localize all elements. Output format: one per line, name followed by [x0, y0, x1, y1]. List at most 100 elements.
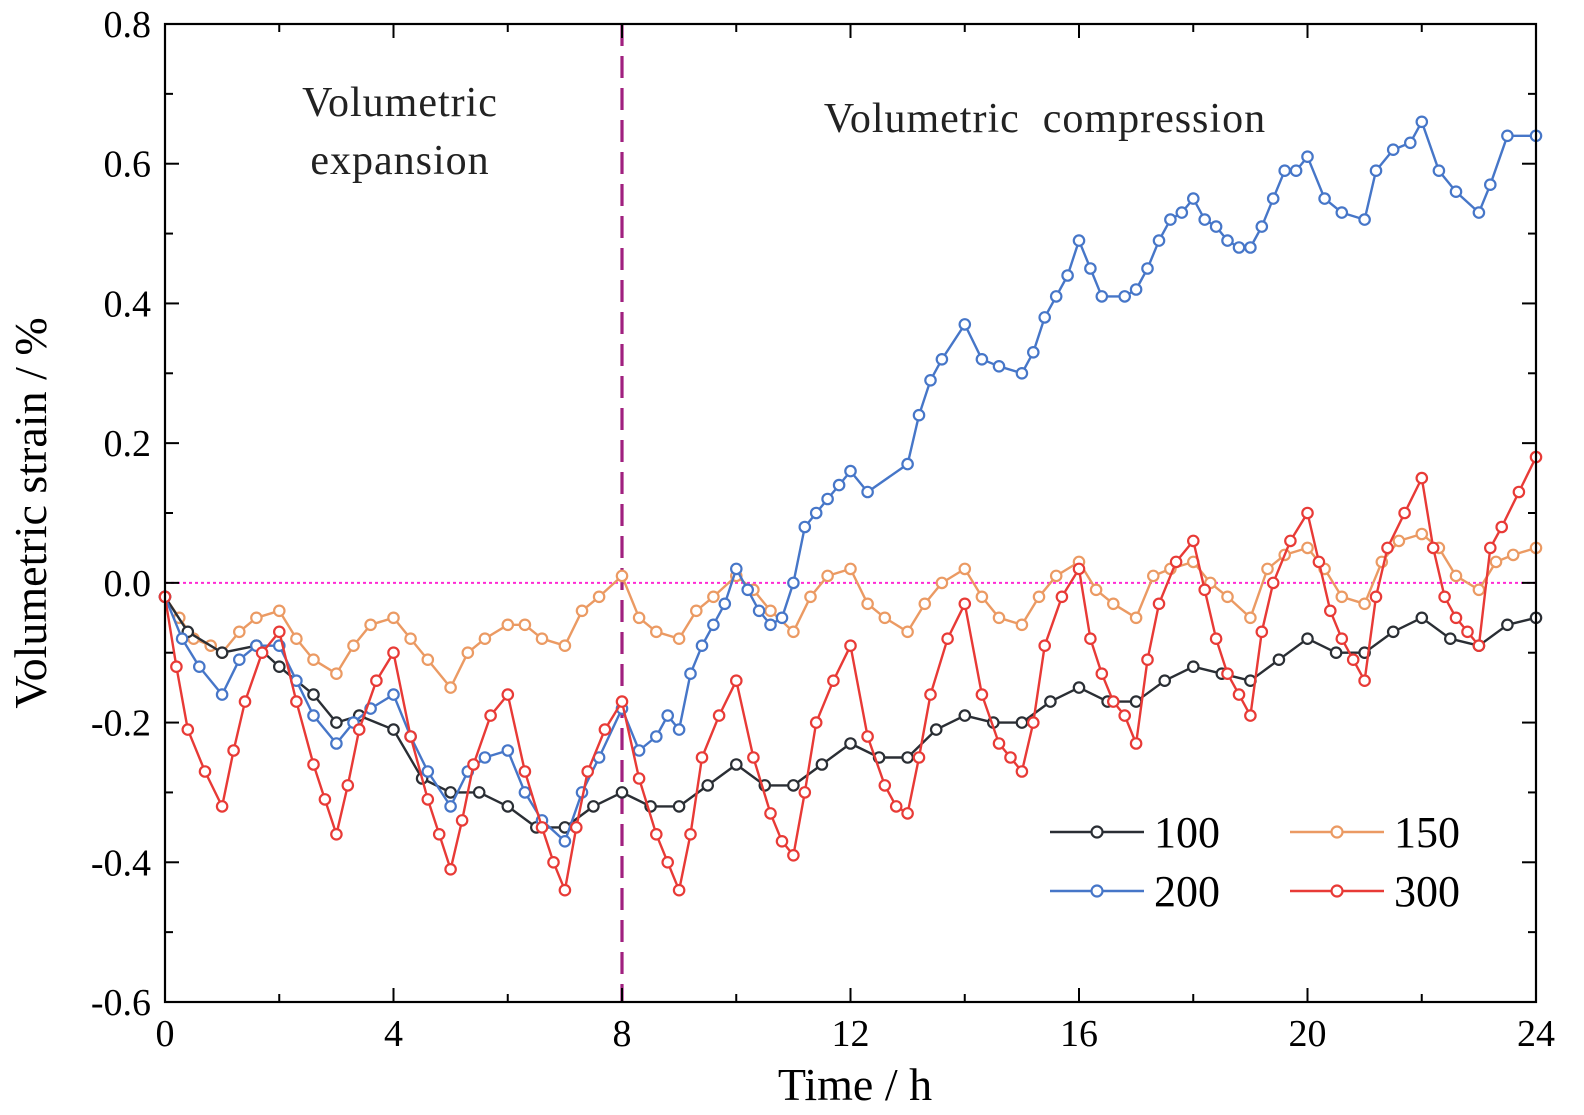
legend-swatch-marker: [1330, 884, 1344, 898]
data-point-200: [718, 597, 732, 611]
data-point-300: [1381, 541, 1394, 555]
data-point-200: [861, 485, 874, 499]
data-point-100: [901, 751, 914, 764]
legend-label-100: 100: [1154, 808, 1220, 857]
x-tick-label: 0: [156, 1013, 175, 1055]
data-point-200: [215, 688, 229, 701]
data-point-300: [1084, 632, 1097, 645]
data-point-150: [764, 604, 777, 618]
data-point-200: [1484, 178, 1497, 191]
series-line-300: [163, 456, 1538, 892]
data-point-150: [421, 653, 435, 666]
data-point-150: [975, 590, 989, 604]
data-point-300: [1369, 590, 1383, 604]
data-point-300: [455, 814, 469, 827]
data-point-300: [272, 625, 286, 639]
data-point-300: [1095, 667, 1109, 680]
data-point-150: [1244, 611, 1257, 625]
data-point-200: [1266, 192, 1280, 205]
data-point-300: [569, 821, 583, 834]
data-point-150: [250, 611, 263, 625]
data-point-100: [672, 800, 686, 813]
data-point-300: [712, 709, 726, 722]
legend-label-150: 150: [1394, 808, 1460, 857]
data-point-200: [752, 604, 766, 618]
x-tick-label: 16: [1060, 1013, 1098, 1055]
data-point-300: [1426, 541, 1440, 555]
data-point-200: [632, 744, 646, 757]
data-point-150: [501, 618, 515, 632]
data-point-300: [901, 807, 914, 820]
data-point-200: [307, 709, 320, 722]
data-point-150: [1261, 562, 1274, 576]
data-point-200: [707, 618, 720, 632]
data-point-100: [1272, 653, 1286, 666]
data-point-300: [598, 723, 612, 736]
data-point-200: [924, 373, 937, 387]
data-point-300: [1324, 604, 1337, 618]
data-point-100: [330, 716, 343, 729]
data-point-200: [1118, 290, 1131, 303]
data-point-200: [501, 744, 515, 757]
y-tick-label: 0.0: [104, 563, 152, 605]
data-point-300: [924, 688, 937, 701]
y-axis-title: Volumetric strain / %: [5, 317, 56, 708]
data-point-200: [175, 632, 189, 645]
data-point-200: [1072, 234, 1086, 247]
data-point-300: [798, 786, 812, 799]
data-point-200: [518, 786, 532, 799]
data-point-150: [804, 590, 817, 604]
y-tick-label: -0.6: [91, 982, 151, 1024]
legend-swatch-marker: [1330, 825, 1344, 839]
data-point-200: [672, 723, 686, 736]
data-point-200: [444, 800, 457, 813]
x-tick-label: 8: [613, 1013, 632, 1055]
data-point-150: [1015, 618, 1029, 632]
data-point-300: [809, 716, 823, 729]
data-point-300: [1312, 555, 1326, 569]
data-point-300: [255, 646, 269, 659]
data-point-300: [307, 758, 320, 771]
data-point-300: [975, 688, 989, 701]
data-point-200: [1369, 164, 1383, 177]
data-point-200: [787, 576, 800, 590]
data-point-100: [215, 646, 229, 659]
data-point-100: [815, 758, 829, 771]
data-point-300: [535, 821, 549, 834]
data-point-200: [1209, 220, 1223, 233]
data-point-100: [444, 786, 457, 799]
data-point-150: [1129, 611, 1143, 625]
data-point-150: [918, 597, 932, 611]
data-point-100: [1129, 695, 1143, 708]
data-point-300: [941, 632, 954, 645]
data-point-300: [1512, 485, 1526, 499]
data-point-200: [387, 688, 400, 701]
data-point-300: [844, 639, 857, 652]
data-point-100: [1044, 695, 1057, 708]
data-point-100: [1158, 674, 1171, 687]
data-point-300: [238, 695, 252, 708]
data-point-150: [992, 611, 1006, 625]
data-point-150: [404, 632, 417, 645]
y-tick-label: 0.8: [104, 4, 152, 46]
data-point-150: [1489, 555, 1503, 569]
data-point-300: [615, 695, 629, 708]
data-point-150: [935, 576, 949, 590]
data-point-200: [1289, 164, 1303, 177]
data-point-150: [958, 562, 972, 576]
y-tick-label: 0.4: [104, 283, 152, 325]
data-point-100: [701, 779, 714, 792]
data-point-100: [787, 779, 800, 792]
data-point-150: [1301, 541, 1314, 555]
data-point-100: [1386, 625, 1400, 639]
y-tick-label: 0.2: [104, 423, 152, 465]
data-point-200: [958, 318, 972, 331]
data-point-150: [1415, 527, 1429, 541]
data-point-300: [1015, 765, 1029, 778]
data-point-300: [992, 737, 1006, 750]
data-point-150: [461, 646, 475, 659]
data-point-200: [1244, 241, 1257, 254]
data-point-300: [198, 765, 212, 778]
x-tick-label: 4: [384, 1013, 403, 1055]
data-point-200: [1198, 213, 1211, 226]
